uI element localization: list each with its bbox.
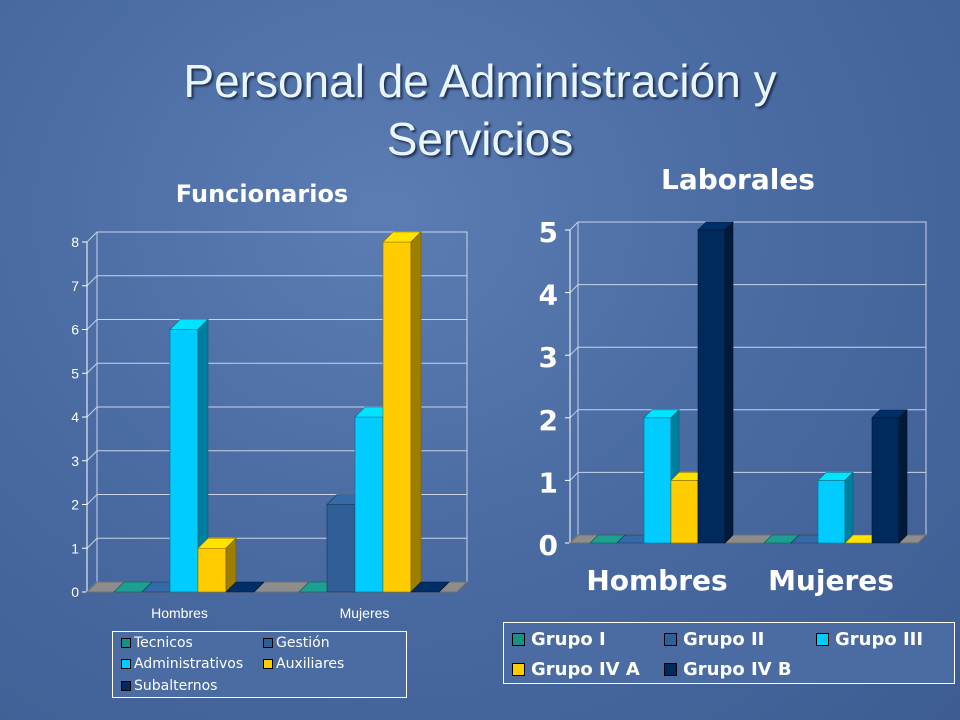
legend-label: Auxiliares — [276, 656, 345, 672]
gridline-diag — [86, 319, 98, 330]
bar-front — [382, 241, 412, 593]
gridline-diag — [569, 346, 579, 356]
slide-title-line2: Servicios — [386, 113, 574, 165]
gridline-diag — [86, 275, 98, 287]
legend-label: Grupo I — [531, 629, 606, 650]
chart-funcionarios: 0 1 2 3 4 5 6 7 8 Hombres Mujeres Funcionarios — [71, 180, 469, 621]
legend-item: Gestión — [263, 635, 330, 651]
bar-side — [724, 221, 734, 544]
legend-swatch — [121, 638, 131, 648]
legend-label: Grupo II — [683, 629, 765, 650]
legend-label: Tecnicos — [134, 635, 193, 651]
legend-swatch — [664, 633, 677, 646]
legend-swatch — [512, 633, 525, 646]
legend-item: Administrativos — [121, 656, 243, 672]
gridline-diag — [86, 494, 98, 505]
bar-front — [354, 416, 384, 593]
gridline-diag — [86, 362, 98, 374]
y-tick-label: 3 — [539, 341, 558, 374]
bar-mujeres-grupo-iv-b — [871, 409, 908, 544]
gridline-diag — [86, 537, 98, 549]
legend-swatch — [263, 638, 273, 648]
bar-front — [326, 504, 356, 593]
chart-title: Funcionarios — [176, 180, 348, 208]
bar-hombres-administrativos — [169, 318, 209, 593]
y-tick-label: 7 — [71, 278, 79, 294]
legend-swatch — [263, 659, 273, 669]
legend-item: Tecnicos — [121, 635, 193, 651]
bar-front — [697, 229, 726, 544]
bar-front — [197, 547, 227, 593]
gridline-diag — [569, 221, 579, 231]
y-tick-label: 4 — [71, 409, 79, 425]
gridline-diag — [86, 231, 98, 243]
y-tick-label: 5 — [71, 365, 79, 381]
legend-item: Auxiliares — [263, 656, 344, 672]
x-category-label: Hombres — [586, 564, 727, 597]
gridline-diag — [86, 406, 98, 418]
gridline-diag — [569, 472, 579, 481]
legend-label: Gestión — [276, 635, 330, 651]
bar-hombres-auxiliares — [197, 537, 237, 593]
y-tick-label: 2 — [71, 497, 79, 513]
chart-laborales: 0 1 2 3 4 5 Hombres Mujeres Laborales — [539, 163, 928, 597]
bar-side — [438, 581, 450, 593]
gridline-diag — [569, 284, 579, 293]
x-category-label: Mujeres — [340, 605, 390, 621]
legend-swatch — [664, 663, 677, 676]
y-tick-label: 1 — [539, 466, 558, 499]
legend-item: Grupo IV B — [664, 659, 792, 680]
y-tick-label: 0 — [71, 584, 79, 600]
slide-title-line1: Personal de Administración y — [183, 55, 777, 107]
funcionarios-legend: Tecnicos Gestión Administrativos Auxiliares… — [112, 631, 407, 698]
bar-front — [817, 480, 846, 544]
legend-swatch — [512, 663, 525, 676]
bar-mujeres-subalternos — [410, 581, 450, 593]
bar-hombres-grupo-iv-b — [697, 221, 734, 544]
legend-swatch — [121, 681, 131, 691]
legend-label: Grupo III — [835, 629, 924, 650]
bar-mujeres-grupo-iii — [817, 471, 854, 544]
legend-swatch — [121, 659, 131, 669]
legend-swatch — [816, 633, 829, 646]
slide-title: Personal de Administración y Servicios — [60, 52, 900, 168]
bar-front — [670, 480, 699, 544]
legend-label: Subalternos — [134, 678, 218, 694]
y-tick-label: 2 — [539, 404, 558, 437]
bar-front — [169, 329, 199, 593]
bar-side — [253, 581, 265, 593]
legend-item: Subalternos — [121, 678, 217, 694]
bar-mujeres-auxiliares — [382, 231, 422, 593]
legend-item: Grupo I — [512, 629, 606, 650]
y-tick-label: 1 — [71, 540, 79, 556]
laborales-legend: Grupo I Grupo II Grupo III Grupo IV A Grupo … — [503, 622, 955, 684]
gridline-diag — [569, 409, 579, 419]
y-tick-label: 3 — [71, 453, 79, 469]
legend-label: Grupo IV A — [531, 659, 640, 680]
legend-item: Grupo III — [816, 629, 923, 650]
y-tick-label: 5 — [539, 216, 558, 249]
bar-side — [410, 231, 422, 593]
x-category-label: Hombres — [151, 605, 208, 621]
bar-hombres-subalternos — [225, 581, 265, 593]
y-tick-label: 0 — [539, 529, 558, 562]
gridline-diag — [86, 450, 98, 462]
y-tick-label: 6 — [71, 322, 79, 338]
legend-item: Grupo IV A — [512, 659, 640, 680]
legend-item: Grupo II — [664, 629, 764, 650]
x-category-label: Mujeres — [768, 564, 894, 597]
bar-front — [643, 417, 672, 544]
legend-label: Administrativos — [134, 656, 244, 672]
chart-title: Laborales — [661, 163, 815, 196]
bar-side — [898, 409, 908, 544]
bar-front — [871, 417, 900, 544]
y-tick-label: 8 — [71, 234, 79, 250]
y-tick-label: 4 — [539, 279, 558, 312]
legend-label: Grupo IV B — [683, 659, 792, 680]
bar-side — [844, 471, 854, 544]
